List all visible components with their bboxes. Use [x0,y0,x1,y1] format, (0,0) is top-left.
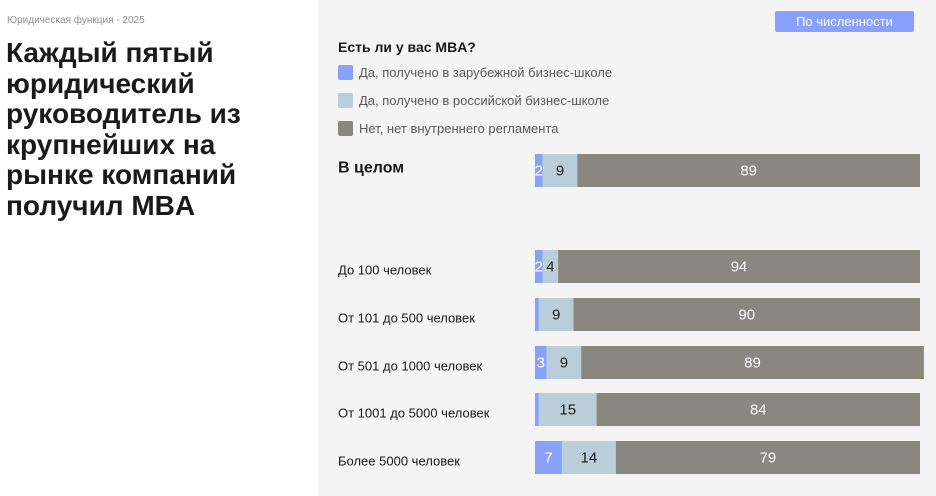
bar-value-label: 3 [537,355,545,372]
bar-value-label: 94 [731,259,748,276]
bar-value-label: 89 [740,163,757,180]
legend-swatch [338,65,353,80]
bar-segment [535,250,543,283]
bar-segment [535,154,543,187]
bar-segment [581,346,924,379]
bar-value-label: 84 [750,402,767,419]
bar-value-label: 14 [581,450,598,467]
category-label: Более 5000 человек [338,454,460,469]
bar-value-label: 9 [552,307,560,324]
bar-value-label: 89 [744,355,761,372]
legend-item-russian: Да, получено в российской бизнес-школе [338,92,609,109]
bar-value-label: 2 [535,163,543,180]
bar-segment [542,250,559,283]
bar-segment [561,441,616,474]
bar-segment [596,393,920,426]
category-label: В целом [338,160,404,177]
bar-value-label: 4 [546,259,554,276]
bar-value-label: 9 [556,163,564,180]
headline-line: крупнейших на [6,128,216,160]
legend-item-no: Нет, нет внутреннего регламента [338,120,558,137]
chart-question: Есть ли у вас MBA? [338,39,476,55]
by-headcount-toggle-button[interactable]: По численности [775,11,914,32]
legend-label: Нет, нет внутреннего регламента [359,121,559,136]
headline-line: руководитель из [6,98,241,129]
bar-segment [573,298,920,331]
bar-value-label: 79 [760,450,777,467]
bar-segment [615,441,920,474]
headline-line: юридический [6,67,195,99]
headline-line: рынке компаний [6,159,237,190]
bar-segment [535,393,539,426]
category-label: От 101 до 500 человек [338,311,475,326]
category-label: До 100 человек [338,263,432,278]
legend-swatch [338,121,353,136]
bar-segment [538,298,574,331]
bar-value-label: 15 [559,402,576,419]
bar-segment [558,250,920,283]
legend-item-foreign: Да, получено в зарубежной бизнес-школе [338,64,612,81]
headline: Каждый пятый юридический руководитель из… [6,37,306,221]
category-label: От 501 до 1000 человек [338,359,482,374]
legend-swatch [338,93,353,108]
bar-value-label: 9 [560,355,568,372]
left-panel [0,0,318,496]
bar-segment [535,298,539,331]
bar-segment [542,154,578,187]
bar-segment [546,346,582,379]
bar-value-label: 90 [738,307,755,324]
source-label: Юридическая функция - 2025 [7,15,145,26]
bar-segment [538,393,597,426]
bar-segment [535,346,547,379]
headline-line: Каждый пятый [6,37,214,68]
headline-line: получил MBA [6,189,196,221]
legend-label: Да, получено в зарубежной бизнес-школе [359,65,613,80]
legend-label: Да, получено в российской бизнес-школе [359,93,610,108]
bar-value-label: 2 [535,259,543,276]
bar-segment [535,441,562,474]
category-label: От 1001 до 5000 человек [338,406,490,421]
bar-value-label: 7 [544,450,552,467]
bar-segment [577,154,920,187]
